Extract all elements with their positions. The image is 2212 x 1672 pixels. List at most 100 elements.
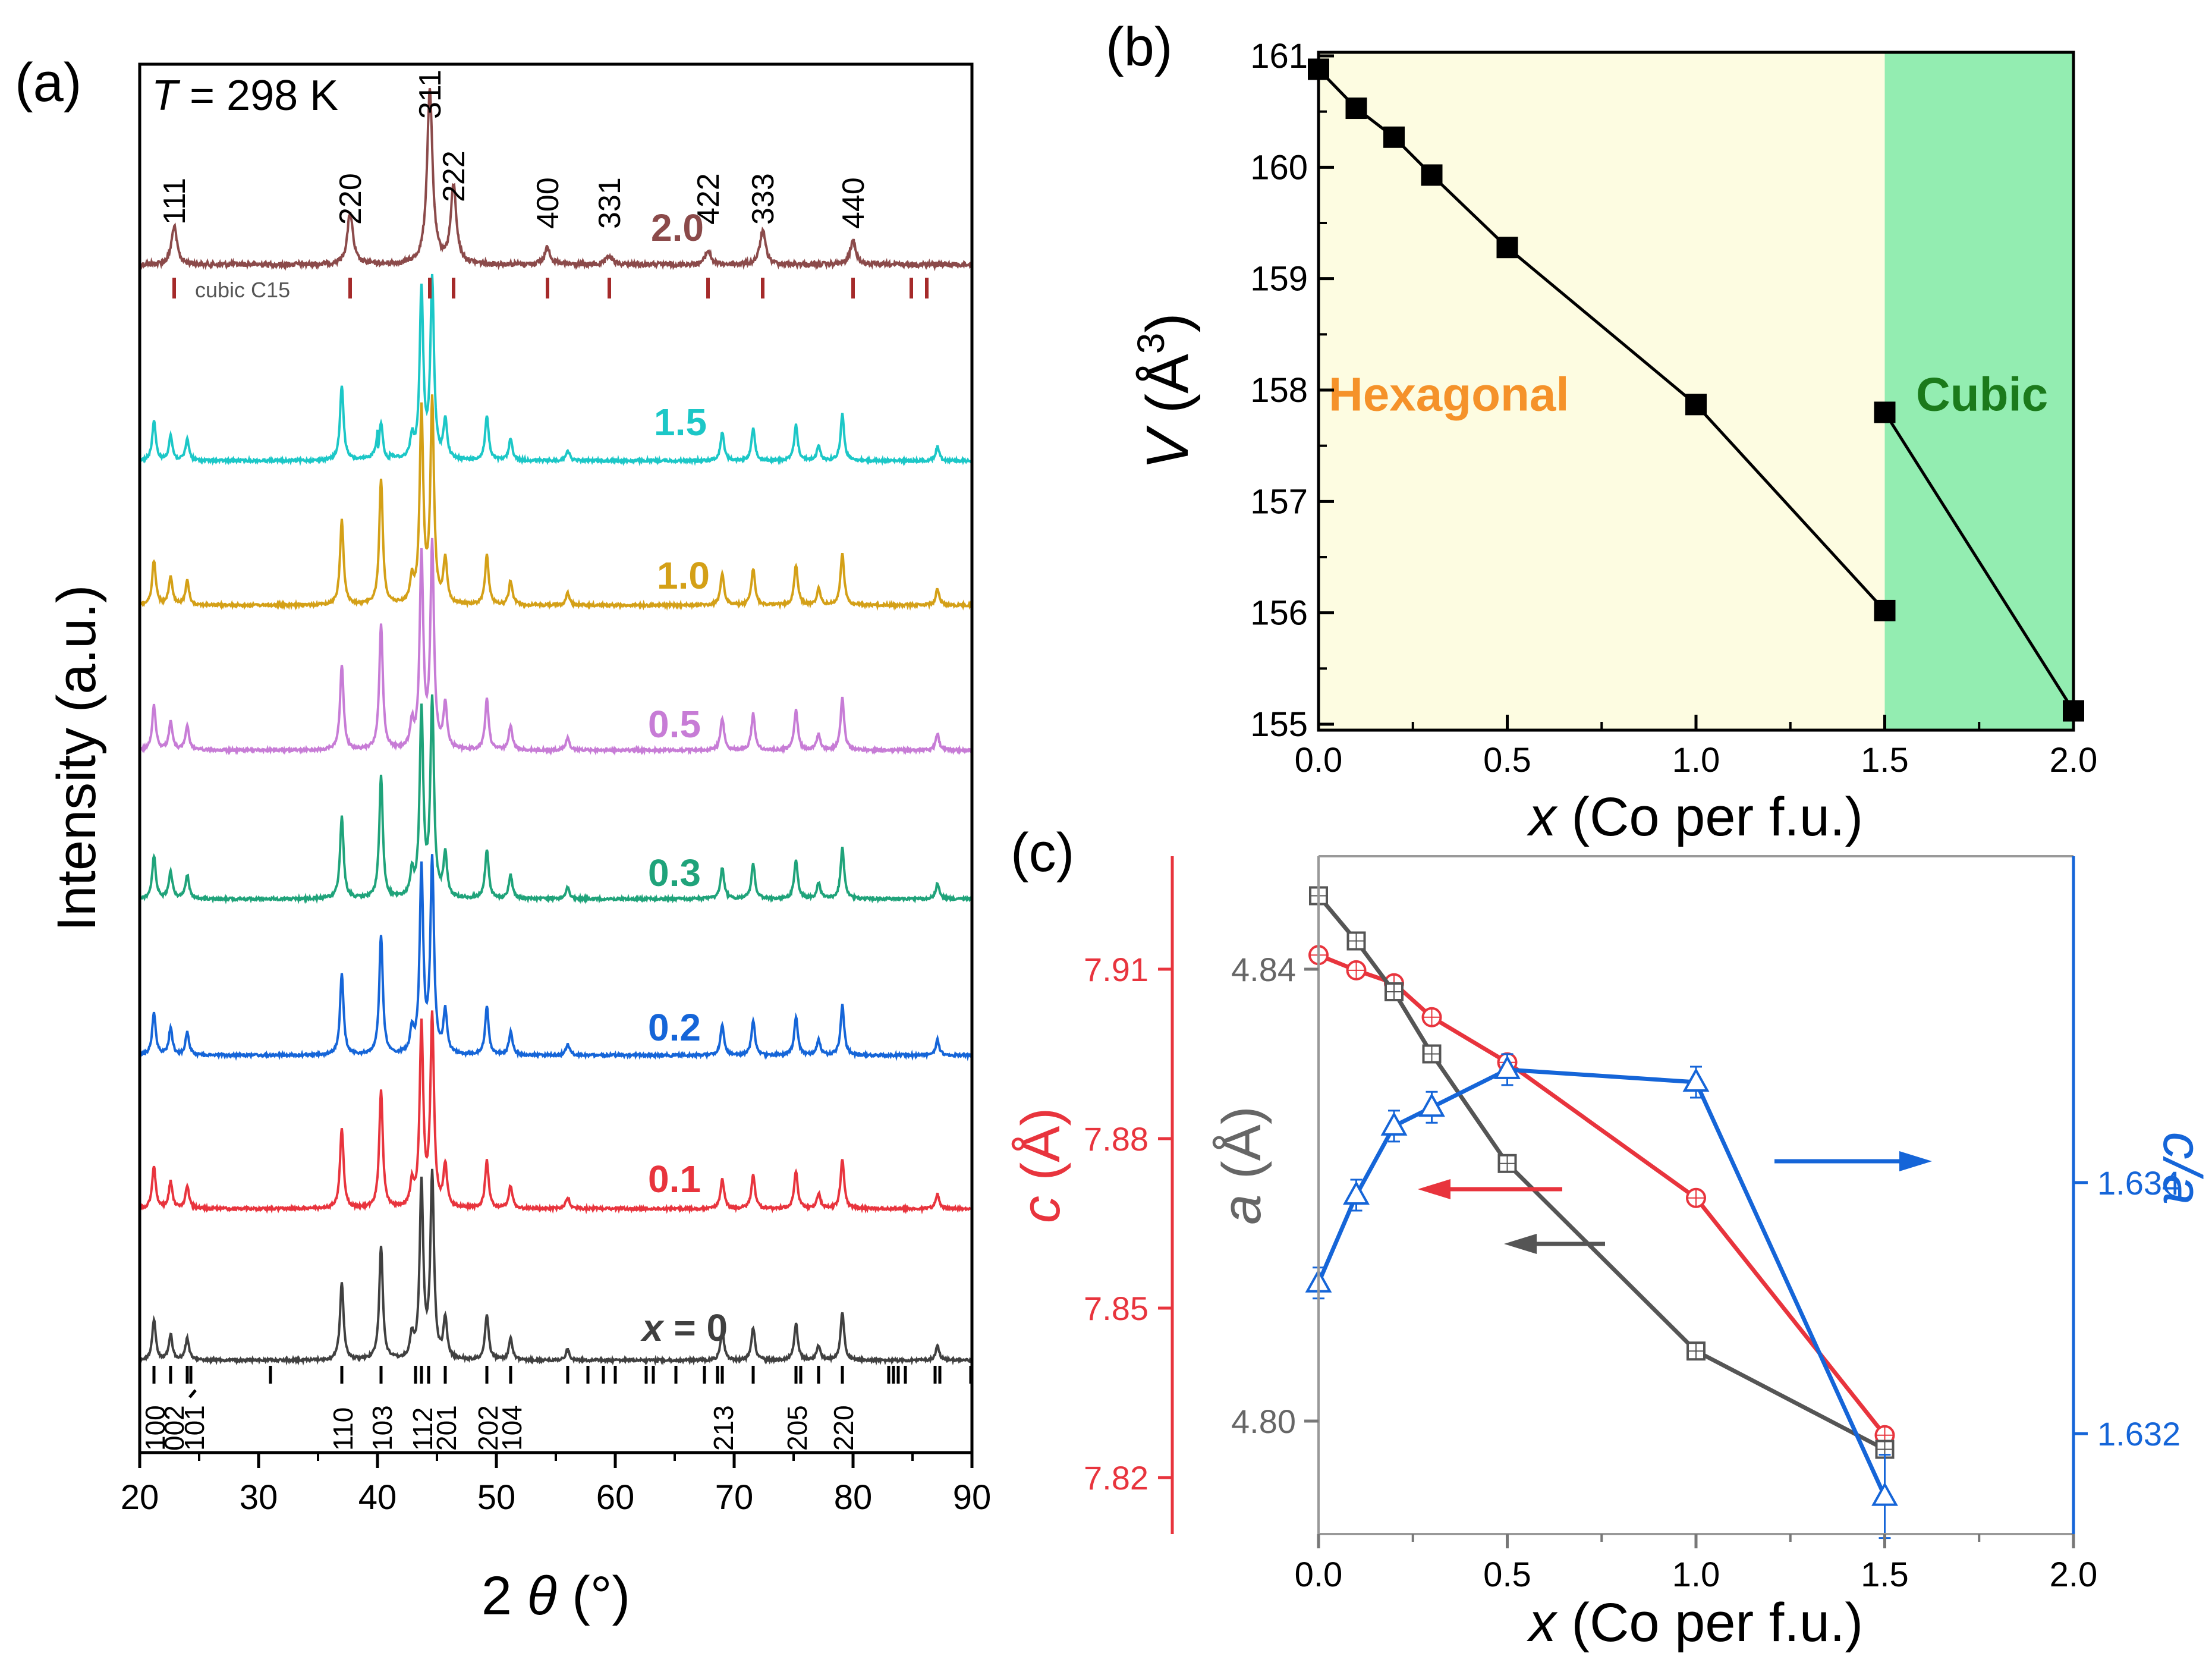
cubic-hkl-label: 311 (413, 70, 448, 119)
xrd-trace-label: x = 0 (640, 1306, 728, 1349)
x-tick-label: 50 (477, 1478, 516, 1517)
hexagonal-region-label: Hexagonal (1329, 367, 1569, 420)
x-tick-label: 2.0 (2050, 741, 2098, 780)
hexagonal-hkl-label: 103 (367, 1405, 398, 1451)
lattice-series (1305, 886, 1898, 1539)
hexagonal-hkl-label: 100 (140, 1405, 171, 1451)
xrd-trace-label: 1.0 (657, 554, 710, 597)
y-tick-label: 157 (1250, 482, 1308, 521)
y-tick-label: 160 (1250, 148, 1308, 187)
panel-c-ca-axis-label: c/a (2152, 1132, 2212, 1205)
panel-b-y-axis-label: V (Å3) (1129, 313, 1201, 469)
cubic-region-label: Cubic (1916, 367, 2048, 420)
cubic-c15-label: cubic C15 (195, 278, 290, 302)
xrd-trace (139, 694, 973, 905)
arrow-to-c-axis-head (1418, 1179, 1450, 1199)
c-axis-tick-label: 7.88 (1084, 1120, 1149, 1158)
hexagonal-hkl-label: 101 (179, 1405, 210, 1451)
y-tick-label: 158 (1250, 371, 1308, 410)
xrd-trace-label: 0.3 (648, 851, 701, 894)
xrd-trace (139, 274, 973, 467)
c-line (1317, 953, 1887, 1437)
hexagonal-hkl-label: 110 (328, 1407, 358, 1451)
y-tick-label: 156 (1250, 594, 1308, 633)
x-tick-label: 60 (596, 1478, 635, 1517)
a-axis-tick-label: 4.80 (1231, 1403, 1296, 1440)
volume-point (1685, 394, 1707, 416)
x-tick-label: 20 (121, 1478, 159, 1517)
x-tick-label: 1.0 (1672, 741, 1720, 780)
xrd-trace (139, 1168, 973, 1366)
xrd-trace-label: 1.5 (654, 401, 707, 444)
ca-axis-tick-label: 1.634 (2097, 1164, 2180, 1202)
panel-b-axes: 0.0 0.5 1.0 1.5 2.0 155 156 157 158 159 160 161 (1250, 37, 2097, 780)
xrd-annotations: 2.0 1.5 1.0 0.5 0.3 0.2 0.1 x = 0 111 220 311 222 40… (140, 70, 973, 1451)
hexagonal-hkl-label: 104 (496, 1405, 527, 1451)
xrd-trace (139, 1010, 973, 1215)
x-tick-label: 0.5 (1483, 1555, 1531, 1594)
y-tick-label: 155 (1250, 705, 1308, 744)
arrow-to-ca-axis-head (1899, 1151, 1932, 1171)
xrd-trace (139, 394, 973, 611)
panel-a-frame (138, 62, 974, 1454)
x-tick-label: 0.0 (1295, 741, 1343, 780)
hexagonal-hkl-label: 213 (708, 1405, 739, 1451)
panel-a-x-axis: 20 30 40 50 60 70 80 90 (121, 1453, 992, 1517)
x-tick-label: 90 (953, 1478, 992, 1517)
y-tick-label: 161 (1250, 37, 1308, 76)
temperature-note: T = 298 K (152, 72, 338, 120)
xrd-trace-label: 0.5 (648, 703, 701, 746)
ca-axis-tick-label: 1.632 (2097, 1415, 2180, 1453)
hexagonal-region (1319, 52, 1885, 730)
ca-point (1682, 1067, 1710, 1092)
a-axis-tick-label: 4.84 (1231, 951, 1296, 988)
panel-a-y-axis-label: Intensity (a.u.) (46, 585, 107, 932)
volume-line (1883, 411, 2075, 712)
cubic-hkl-label: 440 (836, 177, 871, 229)
panel-c-axes: 0.0 0.5 1.0 1.5 2.0 7.82 7.85 7.88 7.91 4.80 4.84 1… (1084, 855, 2180, 1594)
cubic-hkl-label: 400 (531, 177, 565, 229)
panel-b-x-axis-label: x (Co per f.u.) (1527, 787, 1863, 847)
hexagonal-hkl-label: 220 (828, 1405, 859, 1451)
cubic-hkl-label: 422 (691, 173, 726, 225)
panel-c-x-axis-label: x (Co per f.u.) (1527, 1592, 1863, 1653)
panel-a-label: (a) (15, 52, 81, 113)
volume-series (1308, 58, 2084, 722)
xrd-traces (139, 88, 973, 1366)
x-tick-label: 0.5 (1483, 741, 1531, 780)
xrd-trace-label: 2.0 (651, 206, 704, 249)
panel-a-x-axis-label: 2 θ (°) (482, 1566, 630, 1626)
cubic-region (1884, 52, 2073, 730)
panel-c-lattice-chart: (c) 0.0 0.5 1.0 1.5 2.0 7.82 7.85 7.88 7.91 4.80 4… (1011, 822, 2212, 1653)
x-tick-label: 40 (358, 1478, 397, 1517)
x-tick-label: 0.0 (1295, 1555, 1343, 1594)
axis-arrows (1418, 1151, 1932, 1254)
panel-c-c-axis-label: c (Å) (1011, 1108, 1071, 1223)
volume-point (1345, 98, 1367, 120)
xrd-trace-label: 0.2 (648, 1006, 701, 1049)
cubic-hkl-label: 222 (437, 150, 471, 202)
c-axis-tick-label: 7.82 (1084, 1459, 1149, 1497)
xrd-trace (139, 88, 972, 272)
x-tick-label: 1.0 (1672, 1555, 1720, 1594)
panel-b-volume-chart: (b) Hexagonal Cubic 0.0 0.5 1.0 1.5 2.0 155 15… (1106, 17, 2097, 847)
c-axis-tick-label: 7.91 (1084, 951, 1149, 988)
y-tick-label: 159 (1250, 260, 1308, 298)
volume-point (1874, 599, 1896, 621)
ca-point (1343, 1180, 1370, 1205)
arrow-to-a-axis-head (1504, 1234, 1537, 1254)
cubic-hkl-label: 331 (593, 177, 627, 229)
panel-b-label: (b) (1106, 17, 1172, 77)
volume-point (1496, 237, 1518, 259)
xrd-trace-label: 0.1 (648, 1158, 701, 1200)
volume-point (1383, 126, 1405, 148)
hexagonal-hkl-label: 002 (159, 1405, 190, 1451)
cubic-hkl-label: 220 (333, 173, 368, 225)
c-axis-tick-label: 7.85 (1084, 1290, 1149, 1327)
a-line (1317, 894, 1886, 1451)
x-tick-label: 1.5 (1861, 1555, 1909, 1594)
ca-point (1871, 1482, 1898, 1506)
hexagonal-hkl-label: 201 (431, 1405, 462, 1451)
x-tick-label: 30 (240, 1478, 278, 1517)
